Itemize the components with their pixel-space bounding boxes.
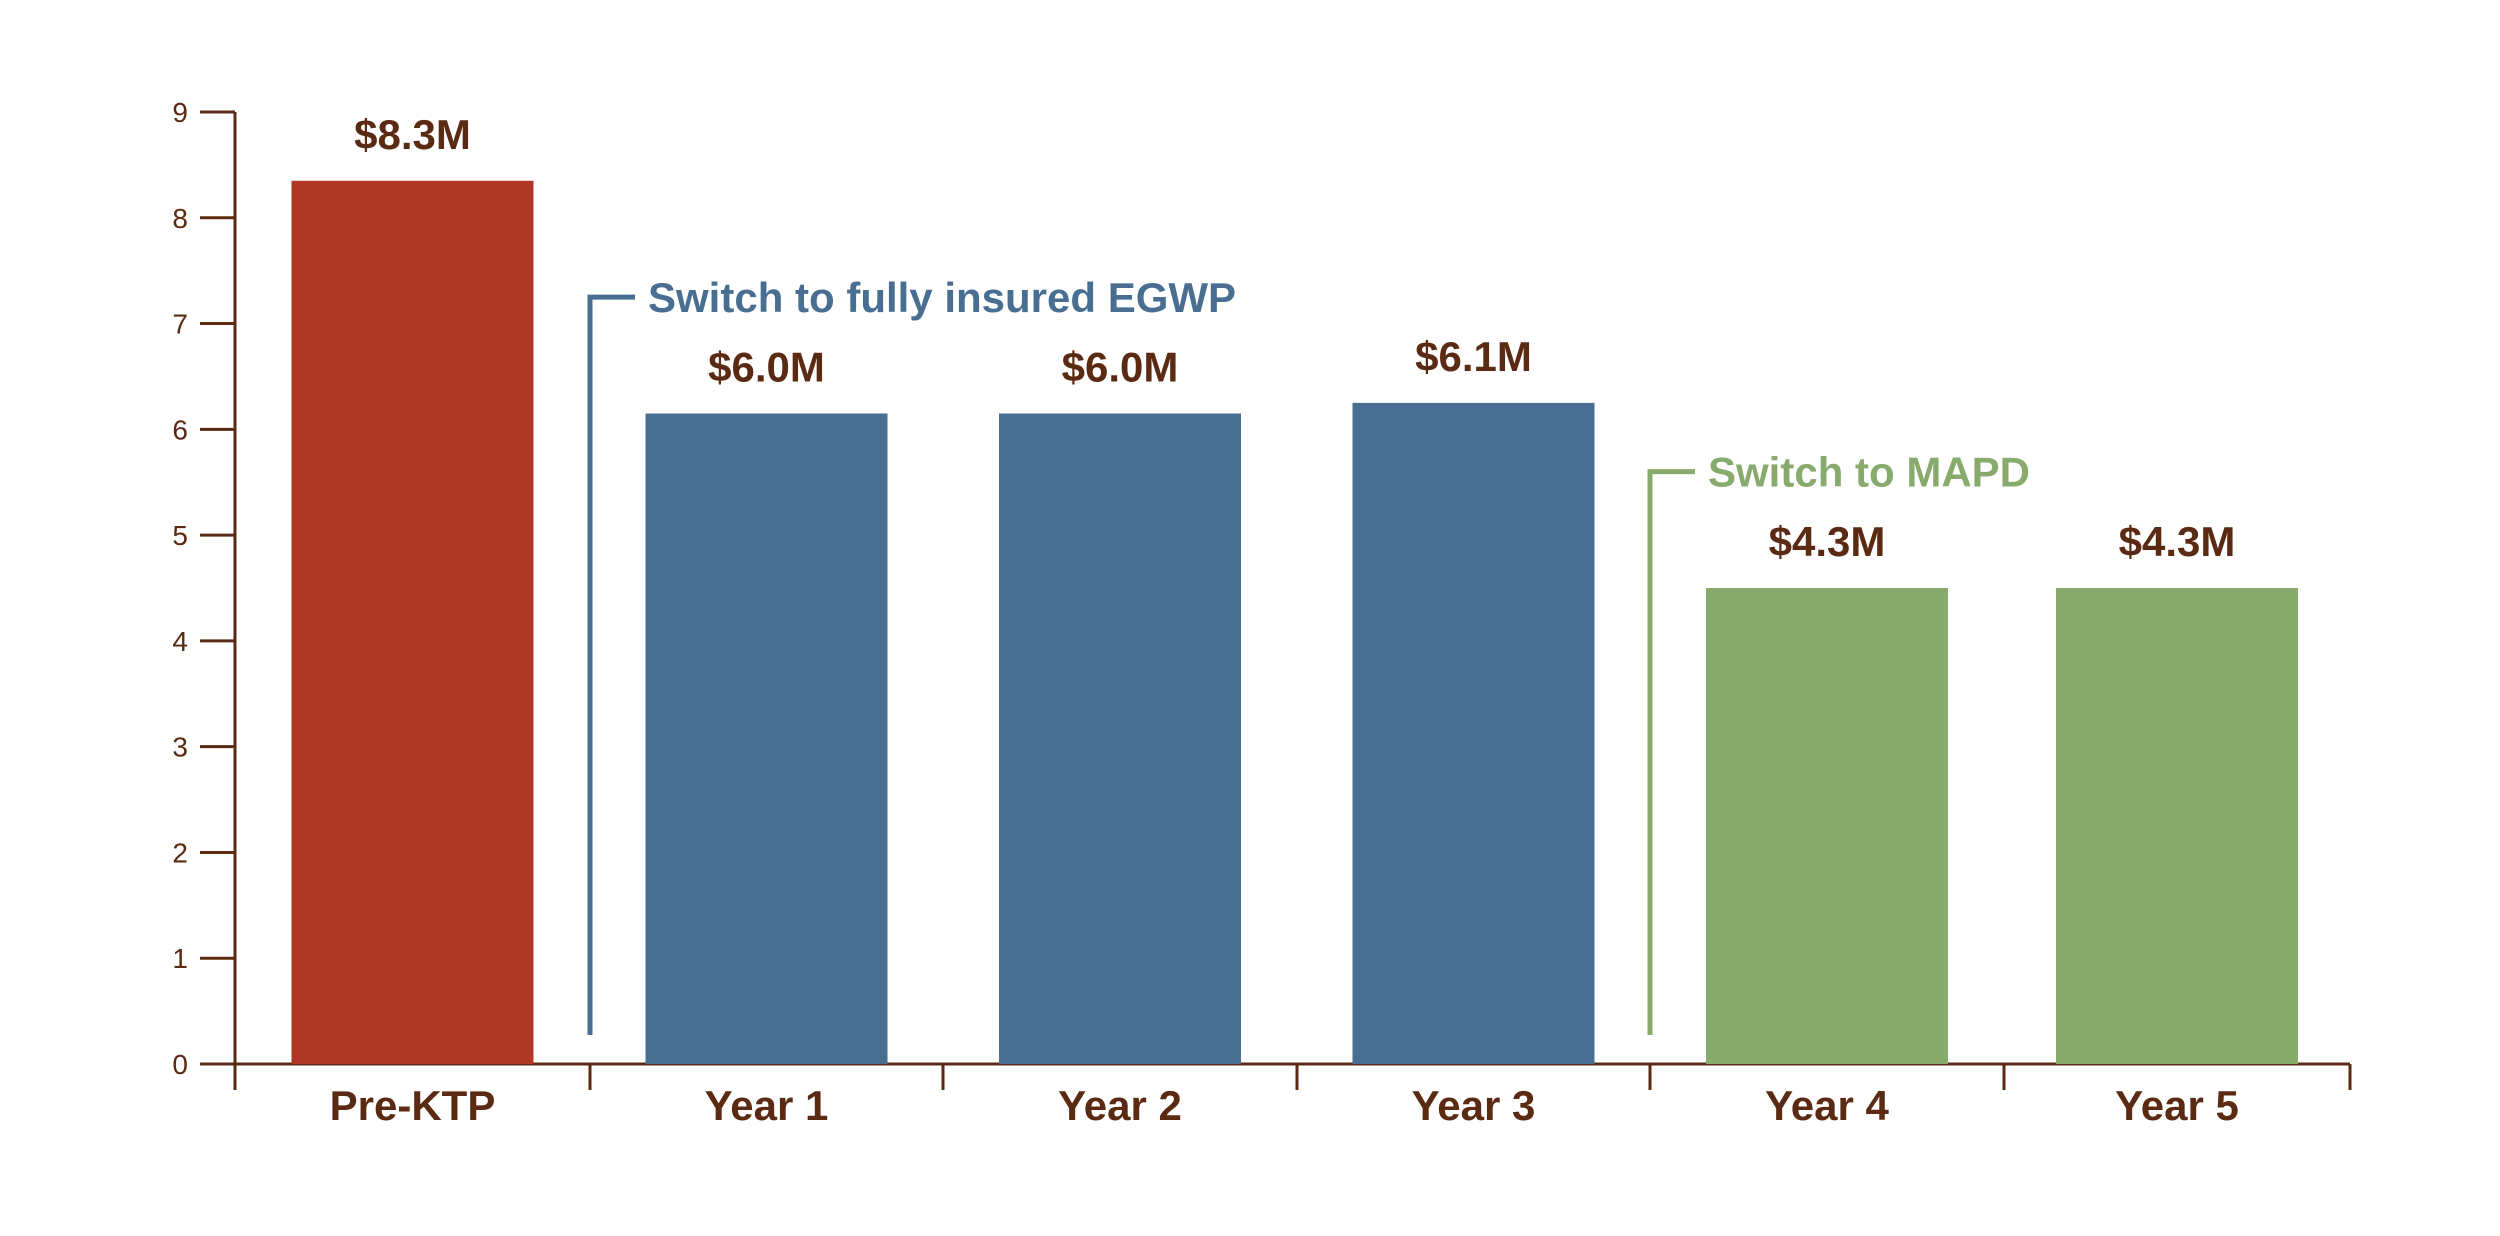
bar-value-label: $4.3M: [2119, 518, 2236, 565]
bars: [291, 180, 2298, 1064]
x-category-label: Year 3: [1412, 1082, 1536, 1129]
x-category-label: Pre-KTP: [330, 1082, 496, 1129]
annotation-bracket: [1647, 469, 1695, 1035]
bar-year-1: [645, 413, 888, 1064]
y-tick-label: 8: [172, 203, 188, 234]
y-tick-label: 9: [172, 97, 188, 128]
x-category-label: Year 4: [1765, 1082, 1889, 1129]
y-tick-label: 2: [172, 837, 188, 868]
bar-year-3: [1352, 402, 1595, 1064]
x-category-label: Year 5: [2115, 1082, 2239, 1129]
bar-value-label: $6.0M: [708, 343, 825, 390]
bar-year-5: [2056, 588, 2298, 1064]
axes: 0 1 2 3 4 5 6 7 8 9: [172, 97, 2352, 1090]
bar-value-label: $6.0M: [1062, 343, 1179, 390]
x-category-label: Year 2: [1058, 1082, 1182, 1129]
bar-year-4: [1706, 588, 1948, 1064]
annotation-label: Switch to fully insured EGWP: [648, 274, 1236, 321]
annotation-label: Switch to MAPD: [1708, 449, 2030, 496]
y-tick-label: 5: [172, 520, 188, 551]
bar-value-label: $6.1M: [1415, 333, 1532, 380]
y-tick-label: 0: [172, 1049, 188, 1080]
bar-pre-ktp: [291, 180, 534, 1064]
y-tick-label: 7: [172, 309, 188, 340]
annotation-bracket: [587, 294, 635, 1035]
annotations: Switch to fully insured EGWP Switch to MA…: [587, 274, 2030, 1035]
x-category-label: Year 1: [705, 1082, 829, 1129]
data-labels: Pre-KTP $8.3M Year 1 $6.0M Year 2 $6.0M Year 3…: [330, 111, 2239, 1129]
bar-value-label: $8.3M: [354, 111, 471, 158]
y-tick-label: 1: [172, 943, 188, 974]
y-tick-label: 3: [172, 732, 188, 763]
y-tick-label: 4: [172, 626, 188, 657]
bar-year-2: [999, 413, 1241, 1064]
bar-value-label: $4.3M: [1769, 518, 1886, 565]
y-tick-label: 6: [172, 414, 188, 445]
